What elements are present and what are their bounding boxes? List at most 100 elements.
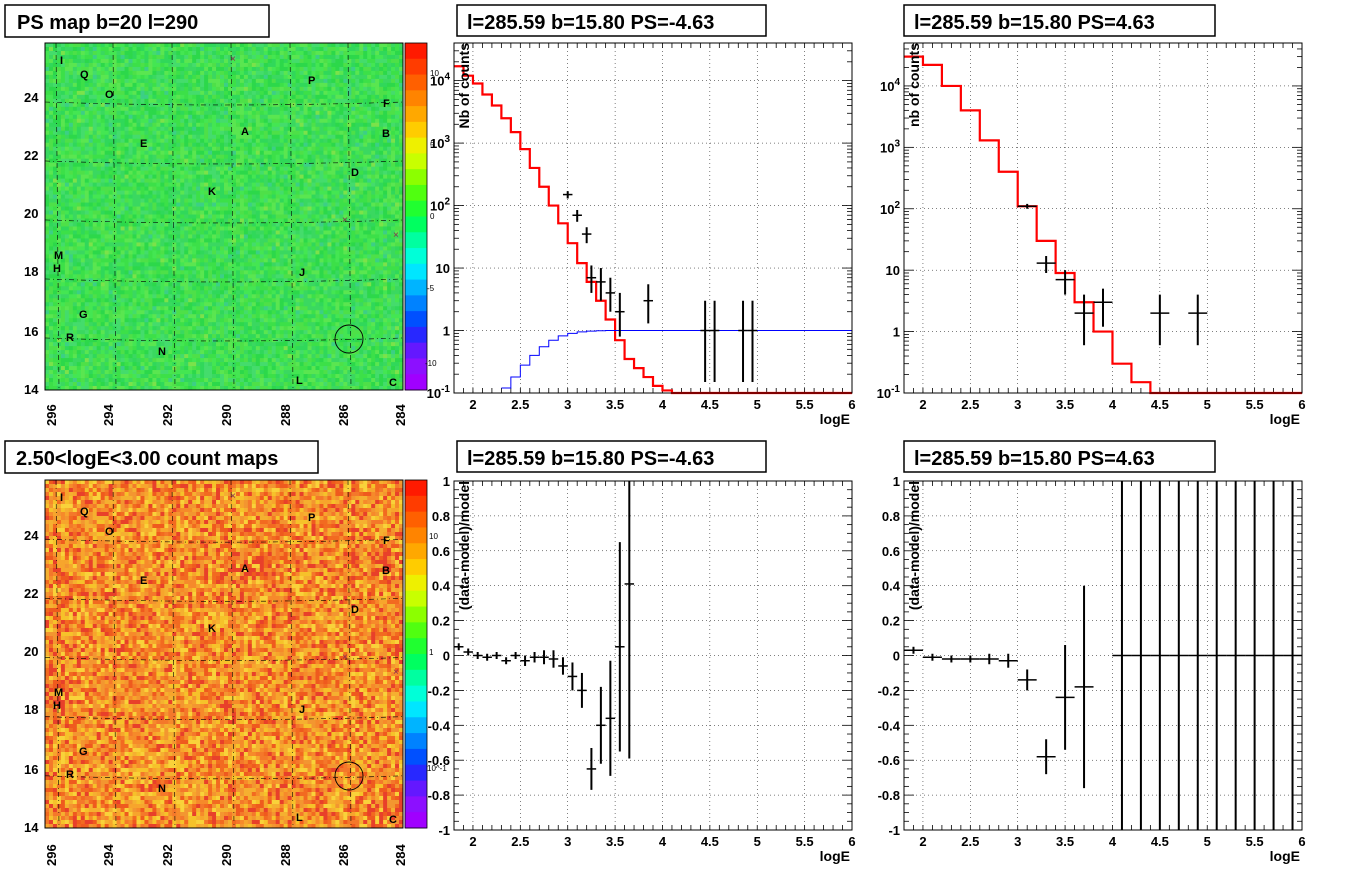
map-pixel — [304, 55, 308, 59]
map-pixel — [268, 107, 272, 111]
map-pixel — [359, 95, 363, 99]
map-pixel — [224, 115, 228, 119]
map-pixel — [300, 127, 304, 131]
map-pixel — [395, 167, 399, 171]
map-pixel — [77, 159, 81, 163]
map-pixel — [136, 250, 140, 254]
map-pixel — [272, 111, 276, 115]
map-pixel — [248, 151, 252, 155]
map-pixel — [308, 175, 312, 179]
map-pixel — [252, 218, 256, 222]
map-pixel — [367, 71, 371, 75]
map-pixel — [252, 123, 256, 127]
map-pixel — [184, 159, 188, 163]
map-pixel — [264, 187, 268, 191]
map-pixel — [323, 258, 327, 262]
map-pixel — [367, 195, 371, 199]
map-pixel — [256, 167, 260, 171]
map-pixel — [53, 203, 57, 207]
map-pixel — [296, 139, 300, 143]
map-pixel — [323, 83, 327, 87]
map-pixel — [276, 159, 280, 163]
map-pixel — [363, 230, 367, 234]
map-pixel — [296, 75, 300, 79]
map-pixel — [371, 71, 375, 75]
map-pixel — [109, 143, 113, 147]
map-pixel — [272, 123, 276, 127]
map-pixel — [200, 127, 204, 131]
map-pixel — [327, 250, 331, 254]
map-pixel — [351, 95, 355, 99]
map-pixel — [312, 103, 316, 107]
map-pixel — [256, 143, 260, 147]
map-pixel — [308, 123, 312, 127]
map-pixel — [331, 242, 335, 246]
map-pixel — [85, 51, 89, 55]
map-pixel — [335, 226, 339, 230]
map-pixel — [284, 175, 288, 179]
map-pixel — [296, 55, 300, 59]
map-pixel — [391, 250, 395, 254]
map-pixel — [73, 103, 77, 107]
map-pixel — [105, 179, 109, 183]
map-pixel — [97, 119, 101, 123]
map-pixel — [49, 222, 53, 226]
map-pixel — [355, 51, 359, 55]
map-pixel — [117, 47, 121, 51]
map-pixel — [184, 183, 188, 187]
map-pixel — [184, 131, 188, 135]
map-pixel — [351, 203, 355, 207]
map-pixel — [156, 75, 160, 79]
map-pixel — [327, 67, 331, 71]
map-pixel — [367, 187, 371, 191]
map-pixel — [121, 131, 125, 135]
map-pixel — [300, 67, 304, 71]
map-pixel — [315, 254, 319, 258]
map-pixel — [140, 59, 144, 63]
map-pixel — [387, 230, 391, 234]
map-pixel — [260, 127, 264, 131]
map-pixel — [73, 75, 77, 79]
map-pixel — [57, 107, 61, 111]
map-pixel — [121, 87, 125, 91]
map-pixel — [93, 139, 97, 143]
map-pixel — [93, 51, 97, 55]
map-pixel — [284, 238, 288, 242]
map-pixel — [312, 139, 316, 143]
map-pixel — [200, 230, 204, 234]
map-pixel — [284, 218, 288, 222]
map-pixel — [343, 207, 347, 211]
map-pixel — [268, 175, 272, 179]
map-pixel — [172, 99, 176, 103]
map-pixel — [133, 63, 137, 67]
map-pixel — [236, 83, 240, 87]
map-pixel — [85, 203, 89, 207]
map-pixel — [117, 187, 121, 191]
map-pixel — [280, 250, 284, 254]
map-pixel — [312, 63, 316, 67]
map-pixel — [148, 115, 152, 119]
map-pixel — [208, 262, 212, 266]
map-pixel — [61, 262, 65, 266]
map-pixel — [304, 222, 308, 226]
map-pixel — [379, 250, 383, 254]
map-pixel — [81, 218, 85, 222]
map-pixel — [109, 115, 113, 119]
map-pixel — [220, 183, 224, 187]
map-pixel — [85, 167, 89, 171]
map-pixel — [156, 191, 160, 195]
map-pixel — [148, 51, 152, 55]
map-pixel — [359, 115, 363, 119]
map-pixel — [252, 175, 256, 179]
map-pixel — [355, 123, 359, 127]
map-pixel — [323, 127, 327, 131]
map-pixel — [204, 207, 208, 211]
map-pixel — [156, 123, 160, 127]
map-pixel — [308, 211, 312, 215]
map-pixel — [188, 139, 192, 143]
map-pixel — [117, 242, 121, 246]
map-pixel — [343, 242, 347, 246]
map-pixel — [339, 99, 343, 103]
map-pixel — [77, 59, 81, 63]
map-pixel — [97, 135, 101, 139]
